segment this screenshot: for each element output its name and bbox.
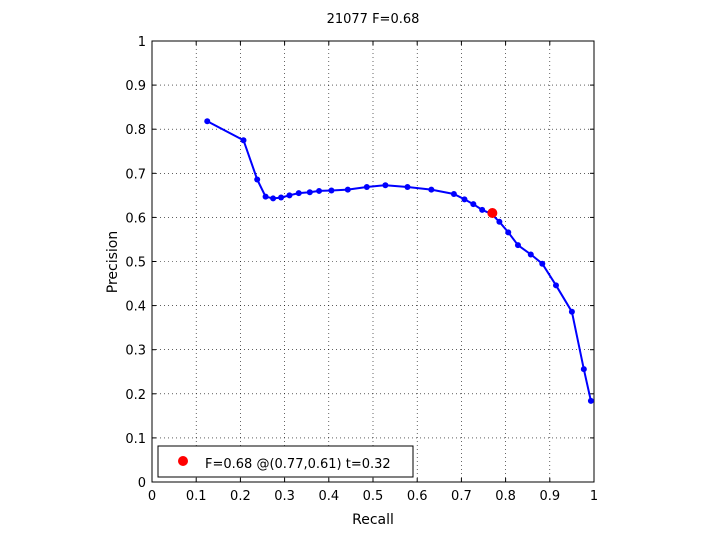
- data-point: [428, 186, 435, 193]
- data-point: [539, 260, 546, 267]
- data-point: [363, 183, 370, 190]
- x-tick-label: 0.5: [363, 489, 384, 504]
- data-point: [580, 366, 587, 373]
- y-tick-label: 0.3: [125, 344, 146, 359]
- y-tick-label: 0: [138, 476, 146, 491]
- y-tick-label: 0.2: [125, 388, 146, 403]
- data-point: [316, 187, 323, 194]
- y-tick-label: 0.4: [125, 300, 146, 315]
- grid-lines: [152, 41, 594, 482]
- x-tick-label: 0: [148, 489, 156, 504]
- y-axis-tick-labels: 0 0.1 0.2 0.3 0.4 0.5 0.6 0.7 0.8 0.9 1: [125, 35, 146, 491]
- x-tick-label: 0.2: [230, 489, 251, 504]
- axis-ticks: [151, 40, 595, 483]
- y-tick-label: 1: [138, 35, 146, 50]
- data-point: [514, 242, 521, 249]
- x-tick-label: 0.3: [274, 489, 295, 504]
- data-point: [240, 137, 247, 144]
- legend-marker: [178, 456, 188, 466]
- highlight-layer: [487, 207, 498, 218]
- data-point: [344, 186, 351, 193]
- data-point: [404, 183, 411, 190]
- x-tick-label: 0.7: [451, 489, 472, 504]
- data-point: [479, 206, 486, 213]
- y-tick-label: 0.8: [125, 123, 146, 138]
- y-tick-label: 0.9: [125, 79, 146, 94]
- x-axis-tick-labels: 0 0.1 0.2 0.3 0.4 0.5 0.6 0.7 0.8 0.9 1: [148, 489, 598, 504]
- data-point: [587, 397, 594, 404]
- best-f-point: [487, 207, 498, 218]
- data-point: [270, 195, 277, 202]
- legend-box: [157, 445, 414, 478]
- y-tick-label: 0.5: [125, 256, 146, 271]
- y-axis-label: Precision: [105, 231, 121, 293]
- data-point: [568, 308, 575, 315]
- legend-label: F=0.68 @(0.77,0.61) t=0.32: [205, 457, 391, 472]
- data-point: [254, 176, 261, 183]
- data-point: [286, 192, 293, 199]
- y-tick-label: 0.7: [125, 167, 146, 182]
- y-tick-label: 0.6: [125, 211, 146, 226]
- data-point: [461, 196, 468, 203]
- data-point: [496, 218, 503, 225]
- data-point: [306, 189, 313, 196]
- data-point: [505, 229, 512, 236]
- x-tick-label: 1: [590, 489, 598, 504]
- data-point: [328, 187, 335, 194]
- data-point: [262, 193, 269, 200]
- y-tick-label: 0.1: [125, 432, 146, 447]
- data-point: [470, 201, 477, 208]
- chart-title: 21077 F=0.68: [327, 12, 420, 27]
- series-layer: [204, 118, 594, 404]
- x-tick-label: 0.6: [407, 489, 428, 504]
- data-point: [382, 182, 389, 189]
- data-point: [278, 194, 285, 201]
- data-point: [527, 251, 534, 258]
- x-tick-label: 0.8: [495, 489, 516, 504]
- x-tick-label: 0.1: [186, 489, 207, 504]
- x-axis-label: Recall: [352, 512, 394, 528]
- data-point: [450, 191, 457, 198]
- x-tick-label: 0.4: [318, 489, 339, 504]
- data-point: [295, 190, 302, 197]
- x-tick-label: 0.9: [539, 489, 560, 504]
- data-point: [204, 118, 211, 125]
- data-point: [552, 282, 559, 289]
- legend: F=0.68 @(0.77,0.61) t=0.32: [157, 445, 414, 478]
